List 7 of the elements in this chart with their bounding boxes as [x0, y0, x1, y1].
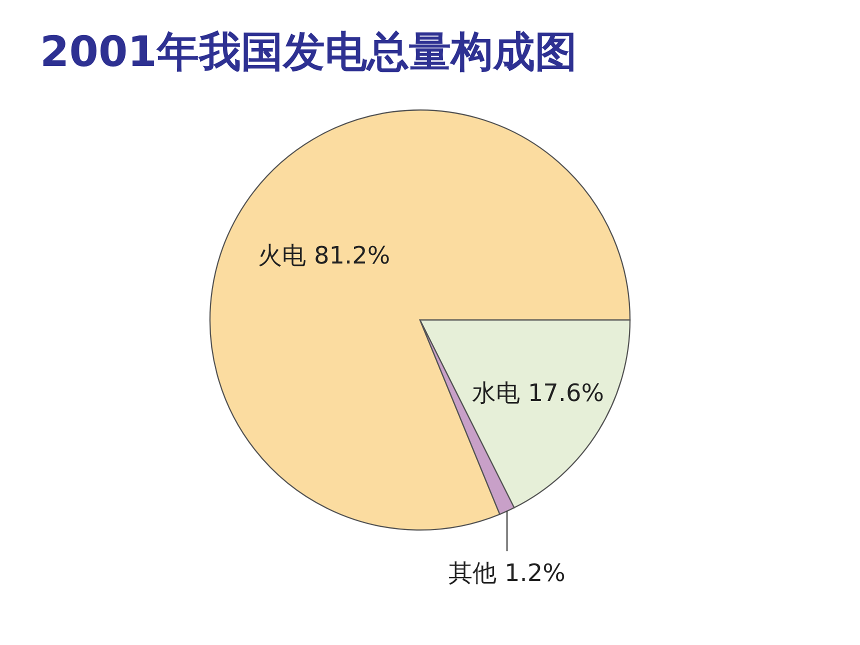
slice-label: 火电 [258, 242, 306, 270]
chart-title: 2001年我国发电总量构成图 [40, 27, 577, 76]
slice-label: 其他 [448, 559, 497, 588]
data-label: 1.2% [504, 559, 566, 588]
data-label: 81.2% [314, 242, 390, 270]
slice-label: 水电 [472, 378, 520, 407]
data-label: 17.6% [528, 378, 604, 407]
